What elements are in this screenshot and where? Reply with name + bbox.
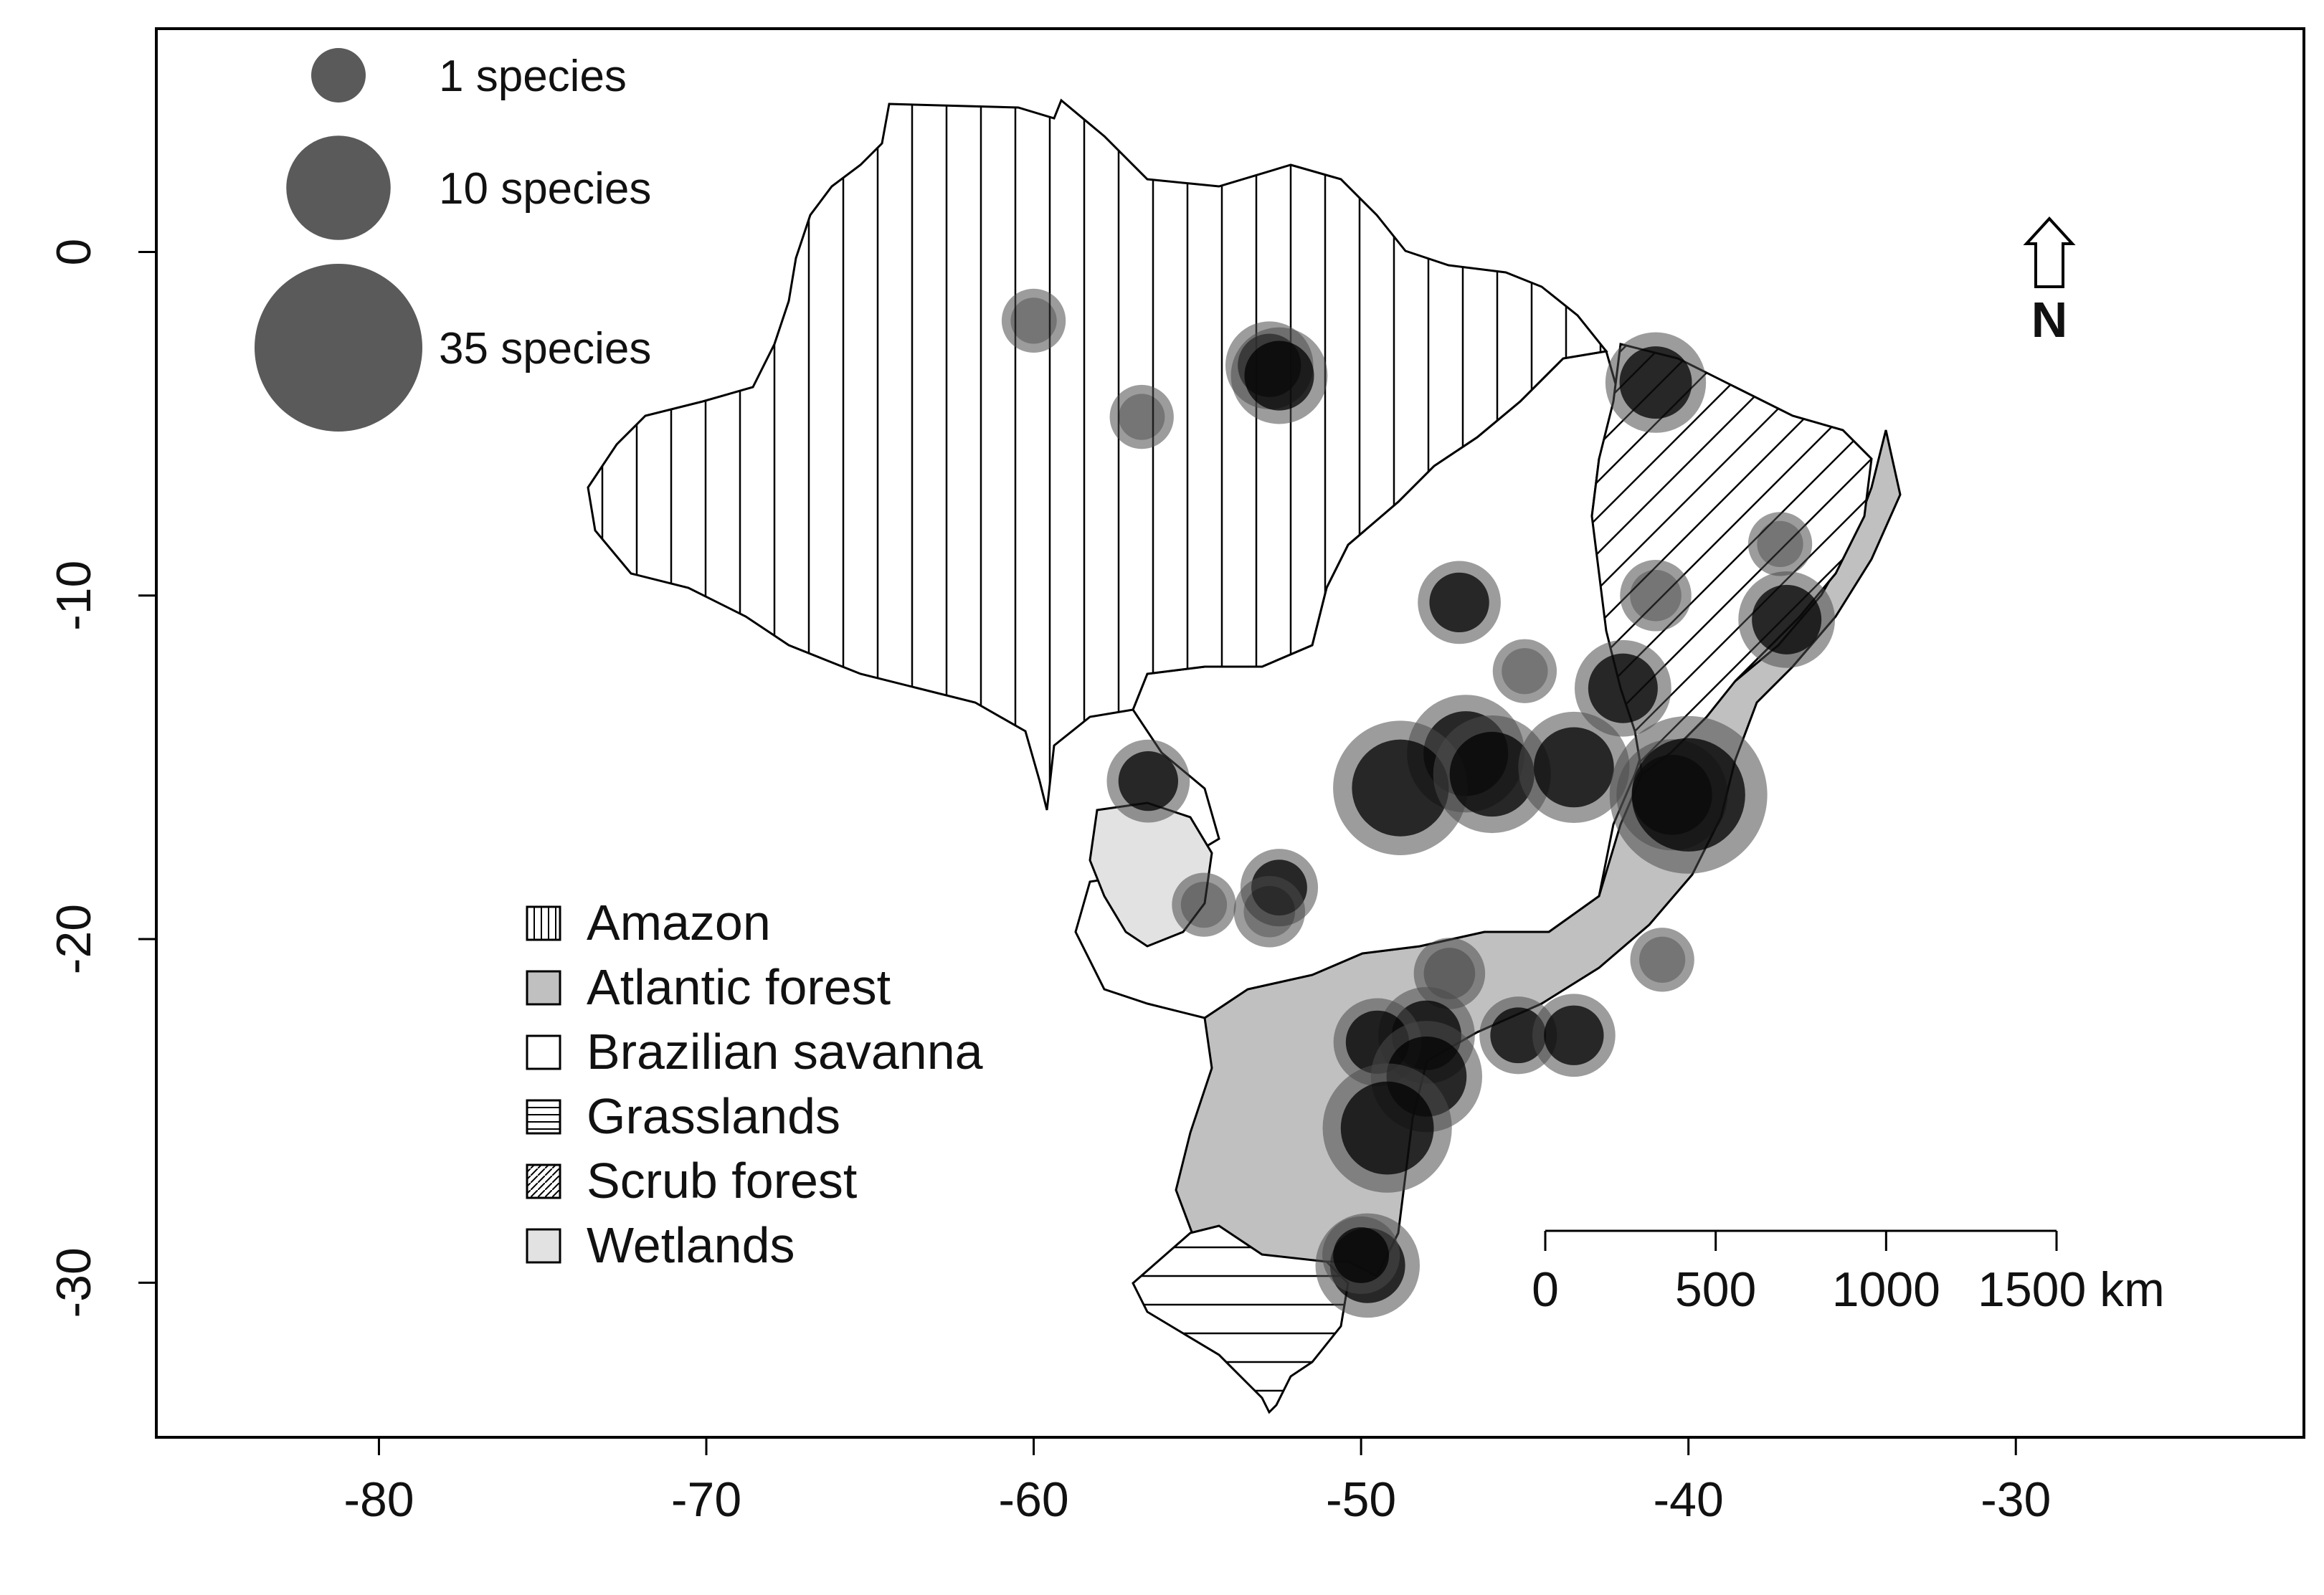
species-bubble-core [1534, 727, 1614, 808]
species-bubble-core [1630, 569, 1682, 622]
north-label: N [2031, 292, 2068, 348]
species-bubble-core [1340, 1081, 1434, 1175]
species-bubble [1001, 288, 1066, 353]
species-bubbles [1001, 288, 1836, 1318]
species-bubble-core [1429, 572, 1489, 633]
x-axis: -80 -70 -60 -50 -40 -30 [343, 1436, 2051, 1527]
species-bubble-core [1243, 885, 1296, 938]
species-bubble-core [1490, 1007, 1547, 1064]
biome-legend-swatch [526, 1228, 561, 1264]
species-bubble-core [1631, 738, 1745, 852]
species-bubble-core [1352, 739, 1449, 837]
scale-bar: 0 500 1000 1500 km [1532, 1229, 2165, 1317]
species-bubble-core [1118, 751, 1179, 811]
biome-legend-label: Brazilian savanna [587, 1024, 983, 1080]
biome-legend-label: Amazon [587, 895, 771, 951]
species-bubble-core [1333, 1227, 1390, 1283]
size-legend: 1 species 10 species 35 species [255, 48, 651, 432]
x-tick-label: -50 [1326, 1472, 1396, 1527]
species-bubble [1233, 875, 1306, 948]
size-legend-circle [255, 264, 422, 432]
size-legend-label: 1 species [439, 52, 627, 101]
species-bubble-core [1588, 653, 1658, 723]
species-bubble-core [1119, 394, 1165, 440]
species-bubble-core [1180, 881, 1228, 928]
species-bubble-core [1752, 584, 1822, 654]
x-tick-label: -60 [998, 1472, 1068, 1527]
y-tick-label: -10 [47, 561, 101, 631]
size-legend-label: 35 species [439, 324, 651, 373]
x-tick-label: -40 [1654, 1472, 1724, 1527]
region-amazon [587, 98, 1608, 811]
scale-bar-label: 1000 [1832, 1262, 1940, 1317]
north-arrow: N [2023, 216, 2076, 348]
species-bubble-core [1619, 346, 1692, 419]
biome-legend-swatch [526, 1099, 561, 1135]
species-bubble-core [1010, 297, 1057, 344]
region-grasslands [1132, 1224, 1350, 1414]
species-bubble [1630, 928, 1694, 992]
biome-legend-label: Atlantic forest [587, 959, 891, 1015]
y-tick-label: -30 [47, 1247, 101, 1318]
size-legend-circle [286, 135, 391, 240]
y-tick-label: -20 [47, 904, 101, 974]
size-legend-circle [311, 48, 366, 103]
biome-legend-label: Grasslands [587, 1088, 840, 1144]
biome-legend-label: Scrub forest [587, 1153, 857, 1209]
species-bubble-core [1544, 1005, 1604, 1065]
biome-legend-swatch [526, 905, 561, 941]
species-bubble [1109, 384, 1174, 449]
biome-legend: Amazon Atlantic forest Brazilian savanna Gr… [526, 895, 983, 1273]
species-bubble-core [1244, 341, 1314, 411]
species-bubble-core [1449, 731, 1535, 817]
x-tick-label: -80 [343, 1472, 414, 1527]
biome-legend-swatch [526, 970, 561, 1006]
species-bubble [1172, 872, 1236, 937]
species-bubble [1492, 639, 1557, 703]
species-bubble-core [1757, 520, 1803, 568]
x-tick-label: -30 [1981, 1472, 2051, 1527]
y-axis: 0 -10 -20 -30 [47, 239, 158, 1318]
species-bubble-core [1423, 948, 1476, 999]
x-tick-label: -70 [671, 1472, 741, 1527]
species-bubble-core [1502, 648, 1548, 695]
species-bubble [1620, 560, 1692, 632]
species-bubble-core [1638, 936, 1686, 983]
size-legend-label: 10 species [439, 164, 651, 214]
biome-legend-label: Wetlands [587, 1217, 795, 1273]
scale-bar-label: 500 [1675, 1262, 1756, 1317]
biome-legend-swatch [526, 1034, 561, 1070]
biome-legend-swatch [526, 1163, 561, 1199]
y-tick-label: 0 [47, 239, 101, 266]
north-arrow-icon [2023, 216, 2076, 288]
scale-bar-label: 1500 km [1978, 1262, 2165, 1317]
species-bubble [1747, 512, 1813, 576]
scale-bar-label: 0 [1532, 1262, 1559, 1317]
